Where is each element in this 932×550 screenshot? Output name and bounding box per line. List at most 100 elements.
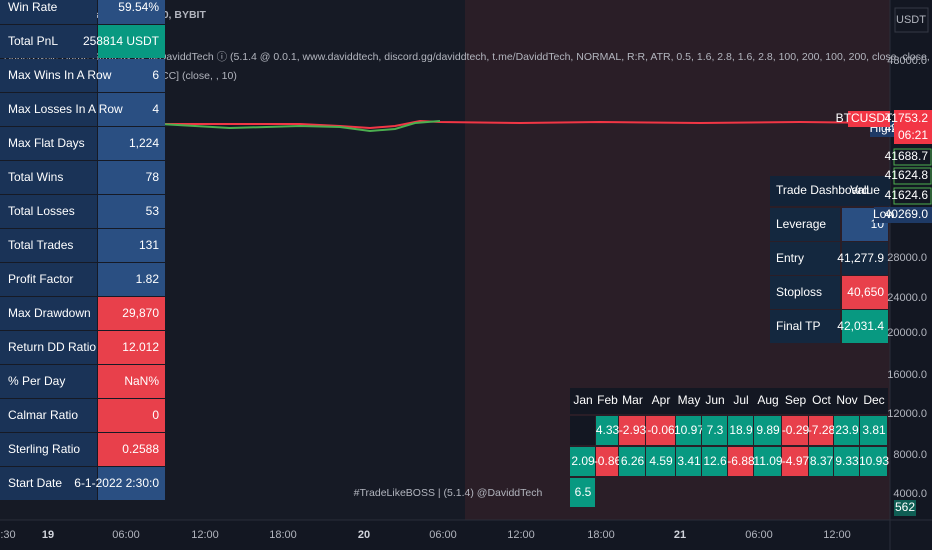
stat-label-cell <box>0 229 97 262</box>
stat-value: 258814 USDT <box>83 34 160 48</box>
return-cell <box>676 416 701 445</box>
symbol-tag <box>848 111 890 127</box>
stat-value-cell <box>98 195 165 228</box>
return-cell <box>619 416 645 445</box>
stat-label-cell <box>0 399 97 432</box>
time-tick: 18:00 <box>587 529 615 541</box>
return-value: -2.93 <box>619 423 647 437</box>
return-value: 4.33 <box>596 423 620 437</box>
dashboard-value-cell <box>842 242 888 275</box>
symbol-tag-label: BTCUSDT.P <box>836 111 903 125</box>
stat-label-cell <box>0 467 97 500</box>
return-cell <box>702 416 727 445</box>
price-tick: 8000.0 <box>893 449 927 461</box>
price-tick: 48000.0 <box>887 55 927 67</box>
stat-value-cell <box>98 161 165 194</box>
price-tick: 16000.0 <box>887 369 927 381</box>
stat-label: Max Wins In A Row <box>8 68 112 82</box>
level-box <box>893 148 932 166</box>
stat-value-cell <box>98 365 165 398</box>
filter-line <box>99 120 441 133</box>
stat-label: Sterling Ratio <box>8 442 80 456</box>
stat-value-cell <box>98 0 165 24</box>
return-cell <box>596 416 618 445</box>
stat-label-cell <box>0 161 97 194</box>
return-cell <box>860 447 887 476</box>
stat-label-cell <box>0 331 97 364</box>
month-label: Feb <box>597 393 618 407</box>
stat-label-cell <box>0 297 97 330</box>
stat-value: NaN% <box>124 374 159 388</box>
stat-value: 0 <box>152 408 159 422</box>
return-value: 12.6 <box>703 454 727 468</box>
return-value: 3.41 <box>677 454 701 468</box>
dashboard-label: Entry <box>776 251 804 265</box>
monthly-header <box>570 388 888 414</box>
level-price: 41624.8 <box>885 168 929 182</box>
volume-box <box>894 500 916 516</box>
return-value: 6.26 <box>621 454 645 468</box>
return-value: 4.59 <box>649 454 673 468</box>
stat-label-cell <box>0 195 97 228</box>
stat-value-cell <box>98 331 165 364</box>
return-cell <box>728 447 753 476</box>
time-tick: 12:00 <box>823 529 851 541</box>
dashboard-label: Final TP <box>776 319 820 333</box>
dashboard-value-cell <box>842 276 888 309</box>
stat-value-cell <box>98 127 165 160</box>
time-tick: 06:00 <box>745 529 773 541</box>
price-tick: 28000.0 <box>887 252 927 264</box>
return-value: -0.29 <box>782 423 810 437</box>
indicator-label: SuperCycle Surge Strategy by @DaviddTech… <box>4 51 932 63</box>
price-tick: 24000.0 <box>887 292 927 304</box>
return-value: -6.88 <box>727 454 755 468</box>
dashboard-value: 41,277.9 <box>837 251 884 265</box>
stat-label-cell <box>0 59 97 92</box>
dashboard-header-label: Value <box>850 183 880 197</box>
return-cell <box>619 447 645 476</box>
return-cell <box>646 416 675 445</box>
return-cell <box>860 416 887 445</box>
month-label: Apr <box>652 393 671 407</box>
return-value: 7.3 <box>707 423 724 437</box>
return-cell <box>834 416 859 445</box>
watermark: #TradeLikeBOSS | (5.1.4) @DaviddTech <box>354 487 543 499</box>
stat-label: Total Wins <box>8 170 63 184</box>
month-label: Mar <box>622 393 643 407</box>
stat-label-cell <box>0 365 97 398</box>
month-label: Jun <box>705 393 724 407</box>
level-price: 41624.6 <box>885 188 929 202</box>
price-tick: 12000.0 <box>887 408 927 420</box>
return-cell <box>570 447 595 476</box>
stat-value: 12.012 <box>122 340 159 354</box>
dashboard-value-cell <box>842 310 888 343</box>
time-tick: 18:00 <box>269 529 297 541</box>
stat-value: 131 <box>139 238 159 252</box>
return-value: 9.33 <box>835 454 859 468</box>
return-cell <box>728 416 753 445</box>
last-price-box <box>894 110 932 144</box>
return-value: 2.09 <box>571 454 595 468</box>
month-label: Dec <box>863 393 884 407</box>
return-value: 10.93 <box>859 454 889 468</box>
month-label: Oct <box>812 393 831 407</box>
stat-value: 6-1-2022 2:30:0 <box>74 476 159 490</box>
time-tick: 06:00 <box>112 529 140 541</box>
stat-value-cell <box>98 229 165 262</box>
stat-value-cell <box>98 59 165 92</box>
return-cell <box>809 447 833 476</box>
level-price: 41688.7 <box>885 149 929 163</box>
dashboard-header <box>770 176 890 206</box>
last-price: 41753.2 <box>885 111 929 125</box>
month-label: Sep <box>785 393 807 407</box>
return-value: 6.5 <box>575 485 592 499</box>
level-box <box>893 167 932 185</box>
stat-value: 0.2588 <box>122 442 159 456</box>
time-tick: :30 <box>0 529 15 541</box>
stat-value: 59.54% <box>118 0 159 14</box>
return-cell <box>570 478 595 507</box>
dashboard-label: Leverage <box>776 217 826 231</box>
return-value: -7.28 <box>808 423 836 437</box>
